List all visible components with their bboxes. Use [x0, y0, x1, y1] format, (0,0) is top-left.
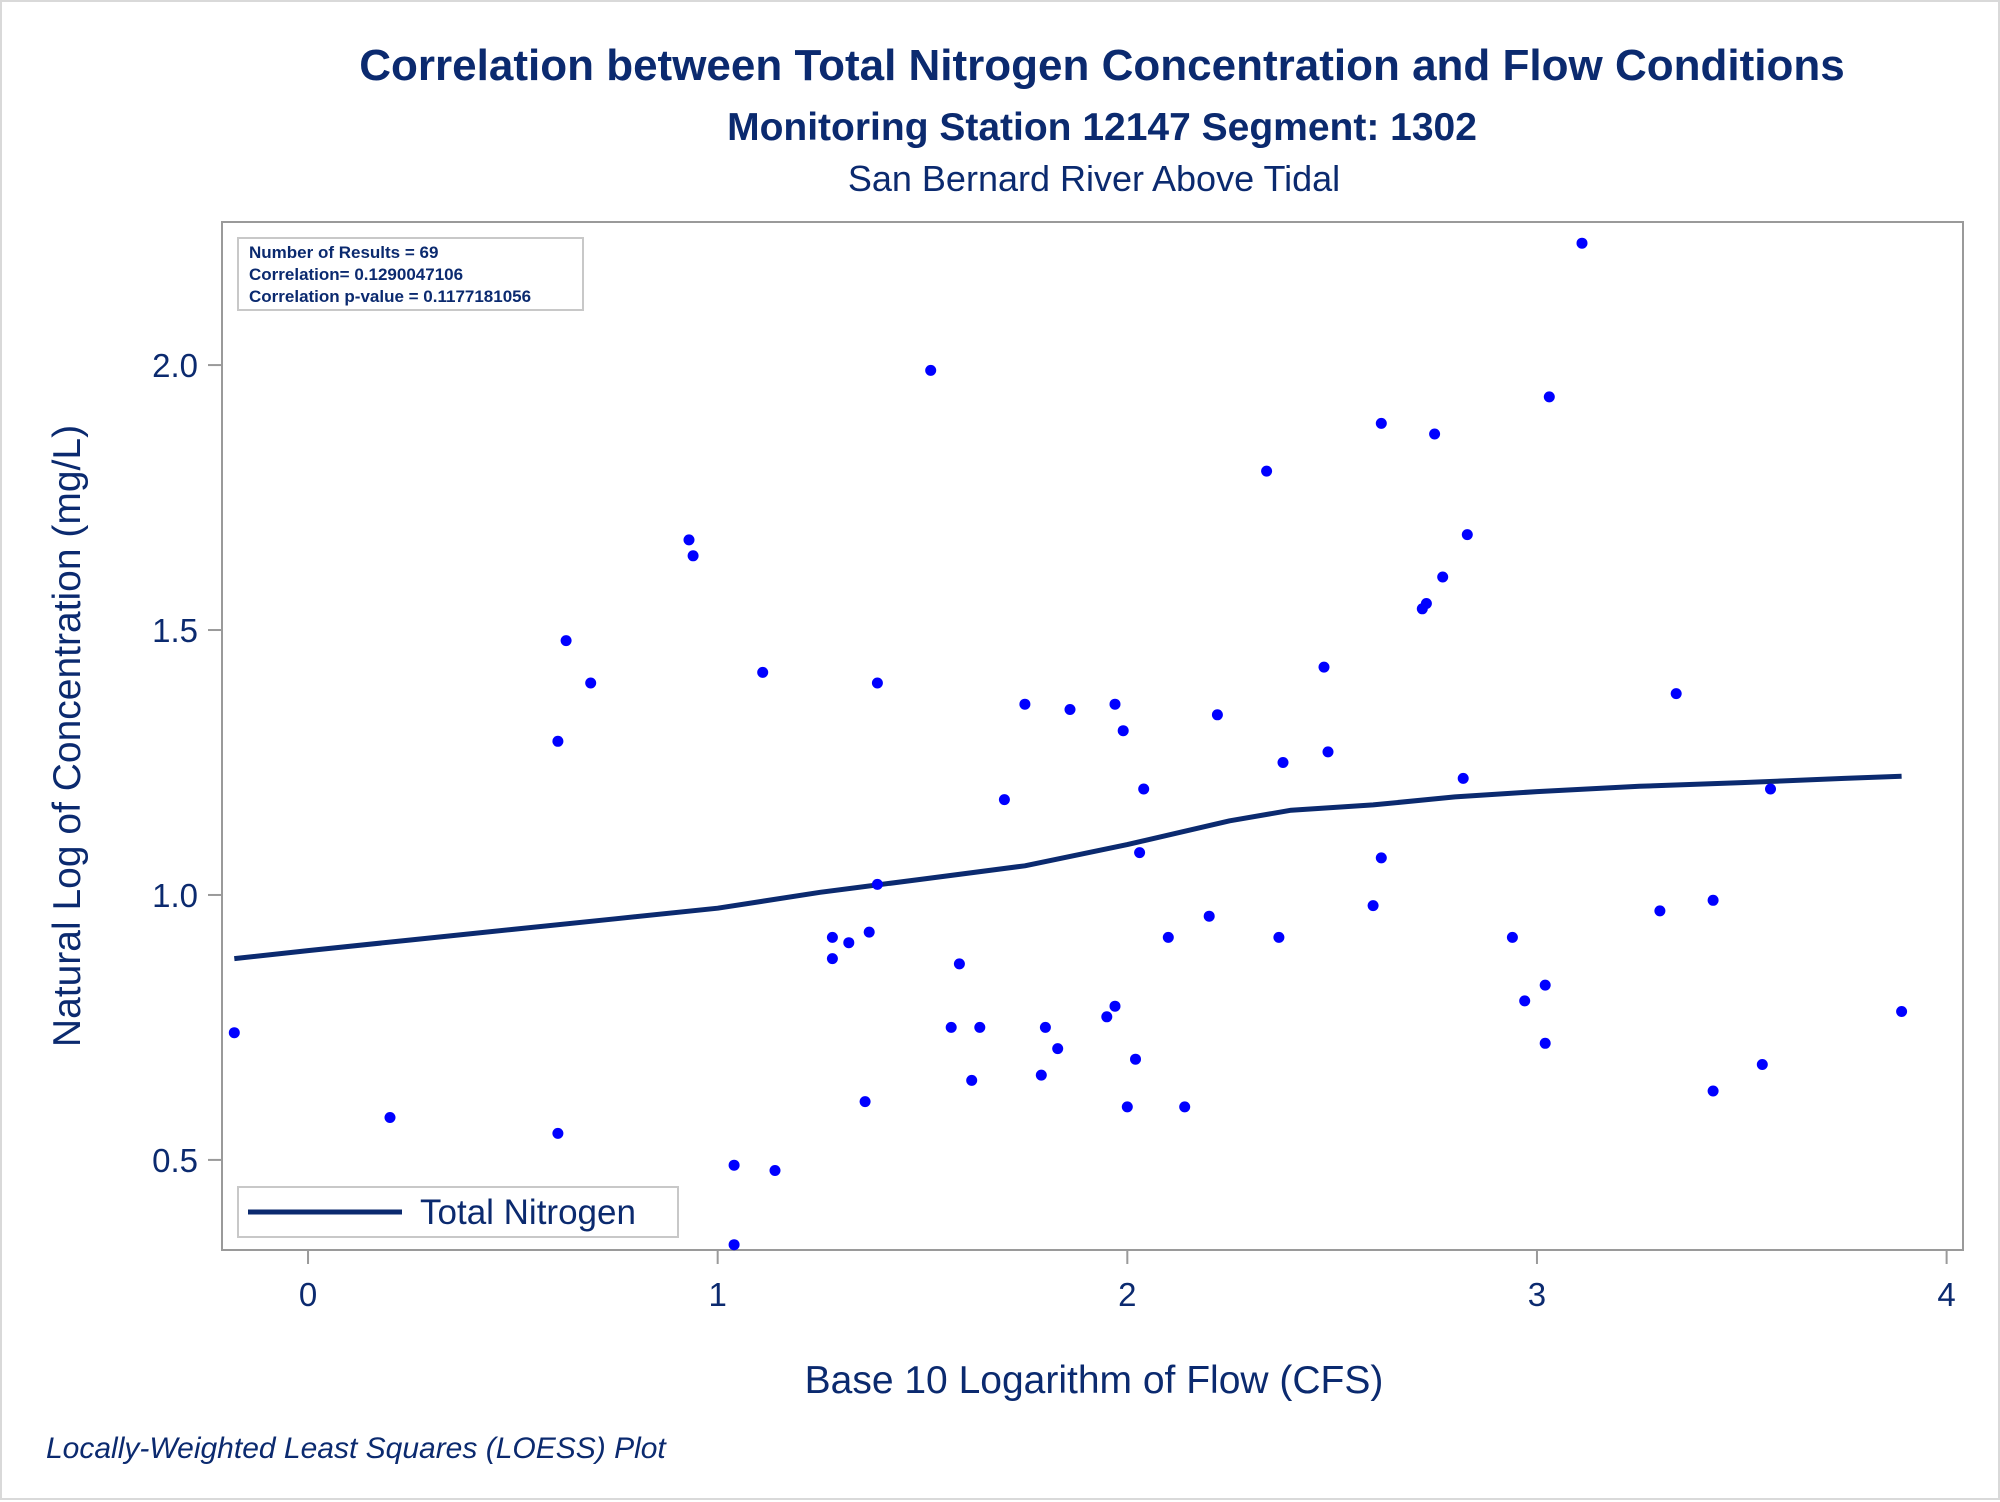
- data-point: [1064, 704, 1076, 715]
- data-point: [1117, 725, 1129, 737]
- data-point: [1134, 847, 1146, 859]
- data-point: [560, 635, 572, 647]
- data-point: [1543, 391, 1555, 403]
- y-tick-label: 1.0: [152, 877, 198, 914]
- data-point: [1052, 1043, 1064, 1055]
- data-point: [1519, 995, 1531, 1007]
- data-point: [228, 1027, 240, 1039]
- data-point: [1101, 1011, 1113, 1023]
- data-point: [1367, 900, 1379, 912]
- data-point: [966, 1074, 978, 1086]
- data-point: [1138, 783, 1150, 795]
- data-point: [552, 735, 564, 747]
- data-point: [384, 1112, 396, 1123]
- data-point: [945, 1021, 957, 1033]
- x-tick-label: 3: [1528, 1276, 1546, 1313]
- data-point: [683, 534, 695, 546]
- x-tick-label: 4: [1937, 1276, 1955, 1313]
- data-point: [953, 958, 965, 970]
- y-axis: 0.5 1.0 1.5 2.0: [152, 347, 222, 1179]
- legend: Total Nitrogen: [237, 1186, 679, 1238]
- data-point: [1707, 894, 1719, 906]
- data-point: [1375, 852, 1387, 864]
- data-point: [1576, 237, 1588, 249]
- data-point: [585, 677, 597, 689]
- data-point: [1162, 931, 1174, 943]
- data-point: [728, 1239, 740, 1251]
- data-point: [1437, 571, 1449, 583]
- data-point: [728, 1159, 740, 1171]
- data-point: [757, 666, 769, 678]
- data-point: [1654, 905, 1666, 917]
- loess-line: [234, 773, 1902, 962]
- stats-box: Number of Results = 69 Correlation= 0.12…: [237, 237, 584, 311]
- data-point: [1707, 1085, 1719, 1097]
- data-point: [1318, 661, 1330, 673]
- data-point: [1429, 428, 1441, 440]
- y-tick-label: 0.5: [152, 1142, 198, 1179]
- x-tick-label: 0: [299, 1276, 317, 1313]
- data-point: [1765, 783, 1776, 795]
- stats-line-pvalue: Correlation p-value = 0.1177181056: [249, 287, 531, 306]
- scatter-points: [228, 237, 1908, 1251]
- chart-title: Correlation between Total Nitrogen Conce…: [359, 41, 1844, 90]
- data-point: [1375, 417, 1387, 429]
- stats-box-frame: [237, 237, 584, 311]
- data-point: [1457, 772, 1469, 784]
- data-point: [925, 364, 937, 376]
- data-point: [1179, 1101, 1191, 1113]
- legend-label: Total Nitrogen: [420, 1193, 636, 1232]
- data-point: [998, 794, 1010, 806]
- data-point: [1539, 1037, 1551, 1049]
- data-point: [1277, 757, 1289, 768]
- data-point: [687, 550, 699, 562]
- data-point: [826, 953, 838, 965]
- stats-line-count: Number of Results = 69: [249, 243, 438, 262]
- data-point: [1211, 709, 1223, 721]
- data-point: [843, 937, 855, 949]
- data-point: [1670, 688, 1682, 700]
- x-axis: 0 1 2 3 4: [299, 1250, 1956, 1313]
- data-point: [1121, 1101, 1133, 1113]
- data-point: [1019, 698, 1031, 710]
- data-point: [1261, 465, 1273, 477]
- data-point: [1035, 1069, 1047, 1081]
- x-tick-label: 2: [1118, 1276, 1136, 1313]
- stats-line-correlation: Correlation= 0.1290047106: [249, 265, 463, 284]
- data-point: [1109, 1000, 1121, 1012]
- data-point: [1461, 529, 1473, 541]
- x-axis-title: Base 10 Logarithm of Flow (CFS): [805, 1359, 1384, 1402]
- footnote: Locally-Weighted Least Squares (LOESS) P…: [46, 1432, 667, 1465]
- data-point: [1539, 979, 1551, 991]
- data-point: [1756, 1059, 1768, 1070]
- x-tick-label: 1: [708, 1276, 726, 1313]
- data-point: [1896, 1006, 1908, 1017]
- data-point: [769, 1165, 781, 1176]
- data-point: [552, 1127, 564, 1139]
- data-point: [974, 1021, 986, 1033]
- data-point: [1130, 1053, 1141, 1065]
- data-point: [1203, 910, 1215, 922]
- y-tick-label: 1.5: [152, 612, 198, 649]
- data-point: [1420, 598, 1432, 609]
- data-point: [859, 1096, 871, 1108]
- chart-subtitle-2: San Bernard River Above Tidal: [848, 158, 1340, 199]
- chart-subtitle: Monitoring Station 12147 Segment: 1302: [727, 106, 1477, 149]
- data-point: [1322, 746, 1334, 758]
- loess-line-layer: [234, 773, 1902, 962]
- y-tick-label: 2.0: [152, 347, 198, 384]
- data-point: [1109, 698, 1121, 710]
- plot-area: [221, 221, 1964, 1251]
- data-point: [871, 677, 883, 689]
- data-point: [863, 926, 875, 938]
- data-point: [826, 931, 838, 943]
- data-point: [1506, 931, 1518, 943]
- data-point: [1039, 1021, 1051, 1033]
- y-axis-title: Natural Log of Concentration (mg/L): [46, 425, 89, 1047]
- data-point: [1273, 931, 1285, 943]
- data-point: [871, 878, 883, 890]
